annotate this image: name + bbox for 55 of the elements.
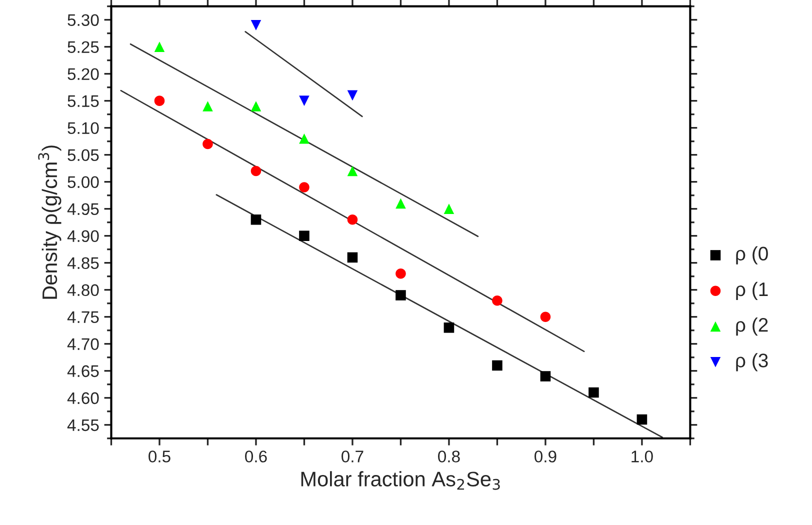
y-tick-label: 5.15 xyxy=(68,95,99,108)
point xyxy=(250,214,262,225)
y-axis-title: Density ρ(g/cm$^{3}$) xyxy=(38,146,62,299)
y-tick-label: 4.55 xyxy=(67,419,99,432)
point xyxy=(299,96,310,106)
y-tick-label: 4.70 xyxy=(67,338,99,350)
x-tick-label: 1.0 xyxy=(632,450,653,462)
x-tick-label: 0.7 xyxy=(342,450,364,462)
point xyxy=(540,371,551,382)
point xyxy=(154,96,165,106)
point xyxy=(444,322,454,333)
point xyxy=(347,252,358,263)
point xyxy=(250,20,262,30)
point xyxy=(396,290,406,300)
legend-label: ρ (1 xyxy=(736,282,768,300)
point xyxy=(250,166,262,176)
x-tick-label: 0.9 xyxy=(534,450,556,462)
y-tick-label: 5.10 xyxy=(68,122,99,134)
point xyxy=(396,268,406,279)
y-tick-label: 5.25 xyxy=(68,41,99,54)
y-tick-label: 4.60 xyxy=(67,392,99,404)
y-tick-label: 4.65 xyxy=(67,365,99,378)
point xyxy=(492,360,502,371)
legend-label: ρ (3 xyxy=(736,353,768,372)
point xyxy=(540,312,551,322)
y-tick-label: 5.30 xyxy=(68,14,99,26)
point xyxy=(250,101,262,112)
point xyxy=(202,101,213,112)
x-axis-title: Molar fraction As$_{2}$Se$_{3}$ xyxy=(301,471,500,490)
point xyxy=(636,414,648,425)
x-tick-label: 0.6 xyxy=(245,450,267,462)
point xyxy=(154,42,165,52)
y-tick-label: 4.80 xyxy=(67,284,99,296)
point xyxy=(492,296,502,306)
y-tick-label: 4.95 xyxy=(67,203,99,216)
y-tick-label: 5.05 xyxy=(68,149,99,162)
point xyxy=(347,214,358,225)
legend-label: ρ (2 xyxy=(736,318,768,336)
y-tick-label: 4.90 xyxy=(67,230,99,242)
x-tick-label: 0.8 xyxy=(438,450,460,462)
point xyxy=(444,204,454,214)
point xyxy=(347,166,358,176)
legend-label: ρ (0 xyxy=(736,246,768,264)
y-tick-label: 4.85 xyxy=(67,257,99,270)
x-tick-label: 0.5 xyxy=(148,450,170,462)
point xyxy=(299,182,310,192)
point xyxy=(347,90,358,101)
y-tick-label: 5.00 xyxy=(68,176,99,188)
y-tick-label: 5.20 xyxy=(68,68,99,80)
point xyxy=(299,230,310,241)
point xyxy=(299,133,310,144)
point xyxy=(202,138,213,150)
y-tick-label: 4.75 xyxy=(67,311,99,324)
point xyxy=(588,387,599,398)
point xyxy=(396,198,406,209)
